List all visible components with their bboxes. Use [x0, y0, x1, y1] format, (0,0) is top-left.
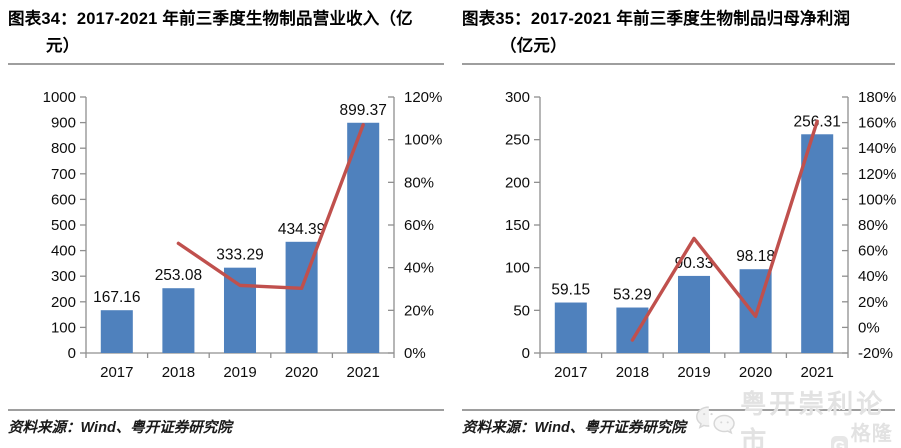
svg-text:400: 400: [51, 243, 76, 260]
x-tick-label: 2019: [677, 364, 710, 381]
bar-data-label: 98.18: [736, 248, 775, 265]
title-divider: [8, 63, 444, 65]
svg-text:80%: 80%: [858, 217, 888, 234]
gelonghui-logo-icon: G: [831, 435, 848, 448]
x-tick-label: 2019: [223, 364, 256, 381]
svg-text:100: 100: [505, 260, 530, 277]
bar: [162, 288, 195, 353]
svg-text:250: 250: [505, 132, 530, 149]
svg-text:60%: 60%: [404, 217, 434, 234]
svg-text:80%: 80%: [404, 174, 434, 191]
wechat-watermark: 粤开崇利论市: [694, 384, 901, 448]
x-tick-label: 2018: [616, 364, 649, 381]
figure-34-title-line1: 图表34：2017-2021 年前三季度生物制品营业收入（亿: [8, 10, 413, 28]
axis-labels: 0 50 100 150 200 250 300 -20% 0% 20% 40% 60% 80% 100%…: [505, 89, 896, 381]
growth-line: [630, 119, 819, 342]
svg-text:300: 300: [51, 268, 76, 285]
x-tick-label: 2021: [801, 364, 834, 381]
figure-34-title-line2: 元）: [46, 37, 80, 55]
bar-series: [554, 134, 834, 353]
bar: [554, 302, 587, 353]
bar: [677, 275, 711, 353]
svg-text:1000: 1000: [43, 89, 76, 106]
figure-34: 图表34：2017-2021 年前三季度生物制品营业收入（亿 元） 167.16…: [0, 0, 450, 437]
x-tick-label: 2021: [347, 364, 380, 381]
bar-data-label: 434.39: [278, 221, 325, 238]
x-tick-label: 2020: [739, 364, 772, 381]
svg-text:20%: 20%: [858, 294, 888, 311]
svg-text:40%: 40%: [404, 260, 434, 277]
svg-text:60%: 60%: [858, 243, 888, 260]
svg-text:100%: 100%: [858, 191, 896, 208]
svg-text:-20%: -20%: [858, 345, 893, 362]
bar: [616, 307, 649, 353]
chart-canvas: 167.16 253.08 333.29 434.39 899.37 0 100 200 300…: [43, 89, 443, 381]
bar: [801, 134, 834, 353]
x-tick-label: 2017: [554, 364, 587, 381]
axis-labels: 0 100 200 300 400 500 600 700 800 900 1000 0% 20% 40%…: [43, 89, 443, 381]
wechat-icon: [696, 406, 735, 435]
svg-text:160%: 160%: [858, 115, 896, 132]
bar: [347, 122, 380, 353]
bar-data-label: 90.33: [675, 255, 714, 272]
svg-text:500: 500: [51, 217, 76, 234]
svg-text:0%: 0%: [858, 319, 880, 336]
svg-text:20%: 20%: [404, 302, 434, 319]
source-text: 资料来源：Wind、粤开证券研究院: [8, 420, 232, 436]
source-text: 资料来源：Wind、粤开证券研究院: [462, 420, 686, 436]
source-note: 资料来源：Wind、粤开证券研究院: [8, 409, 444, 437]
svg-text:180%: 180%: [858, 89, 896, 106]
growth-line: [176, 123, 365, 291]
svg-text:800: 800: [51, 140, 76, 157]
svg-text:900: 900: [51, 115, 76, 132]
x-tick-label: 2020: [285, 364, 318, 381]
bar-data-label: 167.16: [93, 289, 140, 306]
svg-text:140%: 140%: [858, 140, 896, 157]
x-tick-label: 2017: [100, 364, 133, 381]
bar: [100, 310, 133, 353]
title-divider: [462, 63, 895, 65]
svg-text:0: 0: [68, 345, 76, 362]
svg-text:120%: 120%: [404, 89, 442, 106]
svg-text:100: 100: [51, 319, 76, 336]
figures-row: 图表34：2017-2021 年前三季度生物制品营业收入（亿 元） 167.16…: [0, 0, 901, 437]
svg-text:50: 50: [513, 302, 530, 319]
figure-35-title-line2: （亿元）: [500, 37, 567, 55]
net-profit-bar-line-chart: 59.15 53.29 90.33 98.18 256.31 0 50 100 150 200 25…: [462, 67, 896, 399]
svg-text:700: 700: [51, 166, 76, 183]
revenue-bar-line-chart: 167.16 253.08 333.29 434.39 899.37 0 100 200 300…: [8, 67, 444, 399]
figure-34-title: 图表34：2017-2021 年前三季度生物制品营业收入（亿 元）: [8, 6, 444, 60]
bar-data-label: 899.37: [339, 102, 386, 119]
data-labels: 167.16 253.08 333.29 434.39 899.37: [93, 102, 387, 306]
figure-35: 图表35：2017-2021 年前三季度生物制品归母净利润 （亿元） 59.15…: [450, 0, 901, 437]
figure-35-title: 图表35：2017-2021 年前三季度生物制品归母净利润 （亿元）: [462, 6, 895, 60]
x-tick-label: 2018: [162, 364, 195, 381]
gelonghui-logo: G 格隆汇: [831, 417, 901, 448]
bar-data-label: 333.29: [216, 247, 263, 264]
gelonghui-logo-text: 格隆汇: [850, 423, 893, 445]
svg-text:120%: 120%: [858, 166, 896, 183]
svg-text:0: 0: [522, 345, 530, 362]
figure-35-title-line1: 图表35：2017-2021 年前三季度生物制品归母净利润: [462, 10, 851, 28]
svg-text:150: 150: [505, 217, 530, 234]
svg-text:300: 300: [505, 89, 530, 106]
bar-data-label: 253.08: [155, 267, 202, 284]
svg-text:200: 200: [505, 174, 530, 191]
svg-text:0%: 0%: [404, 345, 426, 362]
source-note: 资料来源：Wind、粤开证券研究院: [462, 409, 895, 437]
wechat-watermark-text: 粤开崇利论市: [740, 389, 886, 448]
svg-text:600: 600: [51, 191, 76, 208]
svg-text:200: 200: [51, 294, 76, 311]
svg-text:100%: 100%: [404, 132, 442, 149]
bar-data-label: 59.15: [551, 282, 590, 299]
svg-text:40%: 40%: [858, 268, 888, 285]
bar: [223, 267, 257, 353]
bar-data-label: 53.29: [613, 287, 652, 304]
bar-series: [100, 122, 380, 353]
